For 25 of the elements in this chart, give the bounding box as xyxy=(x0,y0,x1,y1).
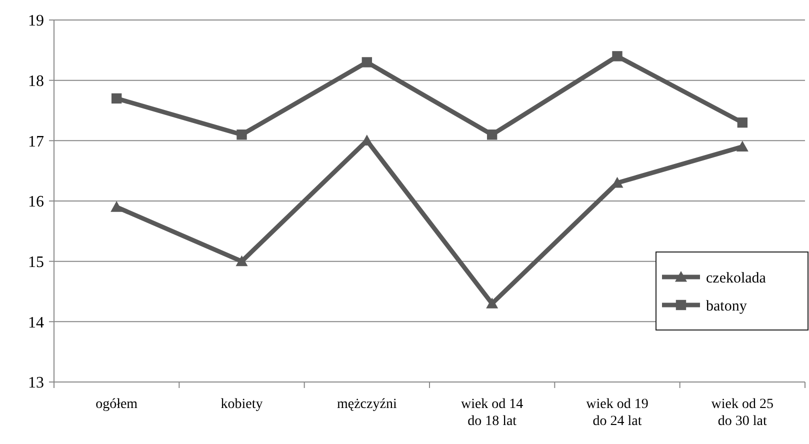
x-tick-label: kobiety xyxy=(220,397,263,412)
y-tick-label: 14 xyxy=(28,314,44,332)
x-tick-label: wiek od 14 do 18 lat xyxy=(460,397,524,429)
y-tick-label: 15 xyxy=(28,254,44,271)
y-tick-label: 18 xyxy=(28,72,44,90)
x-tick-label: ogółem xyxy=(96,397,138,412)
point xyxy=(737,117,748,128)
x-tick-label: wiek od 25 do 30 lat xyxy=(711,397,774,429)
point xyxy=(236,130,247,140)
point xyxy=(736,140,748,152)
y-tick-label: 13 xyxy=(28,374,44,392)
x-tick-label: mężczyźni xyxy=(336,397,397,412)
point xyxy=(110,201,123,212)
y-tick-label: 19 xyxy=(28,12,44,30)
point xyxy=(362,57,372,68)
legend-label: czekolada xyxy=(706,270,766,286)
point xyxy=(111,93,122,104)
legend-label: batony xyxy=(706,298,748,314)
point xyxy=(486,298,498,308)
y-tick-label: 17 xyxy=(28,133,44,150)
point xyxy=(612,51,622,62)
point xyxy=(486,130,498,140)
x-tick-label: wiek od 19 do 24 lat xyxy=(586,397,648,429)
y-tick-label: 16 xyxy=(28,194,44,211)
point xyxy=(236,255,248,266)
